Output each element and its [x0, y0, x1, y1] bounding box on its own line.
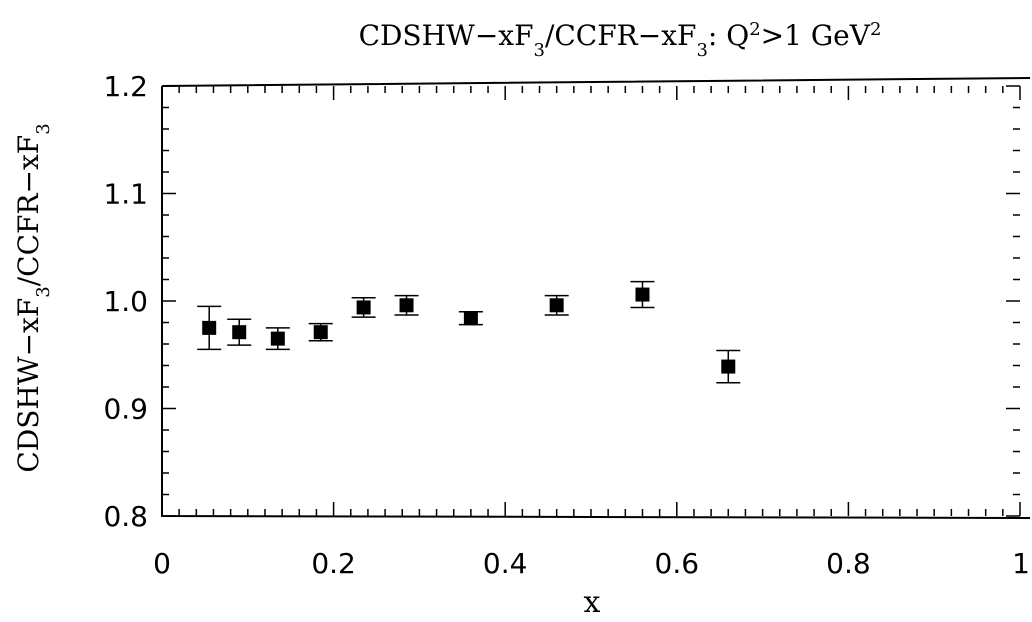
y-axis-label-sub1: 3: [33, 286, 54, 297]
data-point: [265, 327, 290, 351]
y-tick-label: 1.2: [103, 70, 148, 103]
y-tick-label: 0.9: [103, 393, 148, 426]
data-point: [227, 318, 252, 346]
chart-title-sup2: 2: [870, 19, 881, 40]
square-marker: [202, 320, 217, 335]
data-point: [630, 280, 655, 309]
y-axis-label-prefix: CDSHW−xF: [12, 298, 45, 473]
x-tick-label: 0.2: [311, 547, 356, 580]
square-marker: [549, 298, 564, 313]
square-marker: [270, 331, 285, 346]
data-point: [197, 305, 222, 351]
x-tick-label: 0.8: [826, 547, 871, 580]
chart-title-mid3: >1 GeV: [761, 19, 871, 52]
chart-title-sub1: 3: [534, 40, 545, 61]
x-tick-label: 0: [153, 547, 171, 580]
x-tick-label: 0.6: [655, 547, 700, 580]
x-axis-label: x: [584, 585, 601, 620]
chart-title-sub2: 3: [696, 40, 707, 61]
square-marker: [399, 298, 414, 313]
tick-labels: 0 0.2 0.4 0.6 0.8 1 0.8 0.9 1.0 1.1 1.2: [103, 70, 1030, 580]
data-point: [394, 294, 419, 316]
chart-title-mid2: : Q: [708, 19, 749, 52]
y-axis-label-mid: /CCFR−xF: [12, 135, 45, 286]
y-tick-label: 1.1: [103, 178, 148, 211]
y-axis-label-sub2: 3: [33, 123, 54, 134]
x-tick-label: 1: [1012, 547, 1030, 580]
y-tick-label: 1.0: [103, 285, 148, 318]
chart-title-mid: /CCFR−xF: [545, 19, 696, 52]
square-marker: [463, 311, 478, 326]
chart-title: CDSHW−xF3/CCFR−xF3: Q2>1 GeV2: [359, 19, 882, 61]
y-axis-label: CDSHW−xF3/CCFR−xF3: [12, 123, 54, 472]
axis-ticks: [161, 85, 1021, 517]
chart-title-prefix: CDSHW−xF: [359, 19, 534, 52]
data-point: [544, 294, 569, 316]
chart-title-sup1: 2: [749, 19, 760, 40]
y-tick-label: 0.8: [103, 500, 148, 533]
x-tick-label: 0.4: [483, 547, 528, 580]
square-marker: [232, 325, 247, 340]
data-point: [716, 349, 741, 384]
square-marker: [635, 287, 650, 302]
data-point: [308, 322, 333, 342]
square-marker: [356, 300, 371, 315]
data-point: [351, 297, 376, 318]
data-point: [458, 311, 483, 326]
data-points: [197, 280, 741, 384]
plot-frame: [161, 77, 1031, 519]
square-marker: [721, 359, 736, 374]
square-marker: [313, 325, 328, 340]
